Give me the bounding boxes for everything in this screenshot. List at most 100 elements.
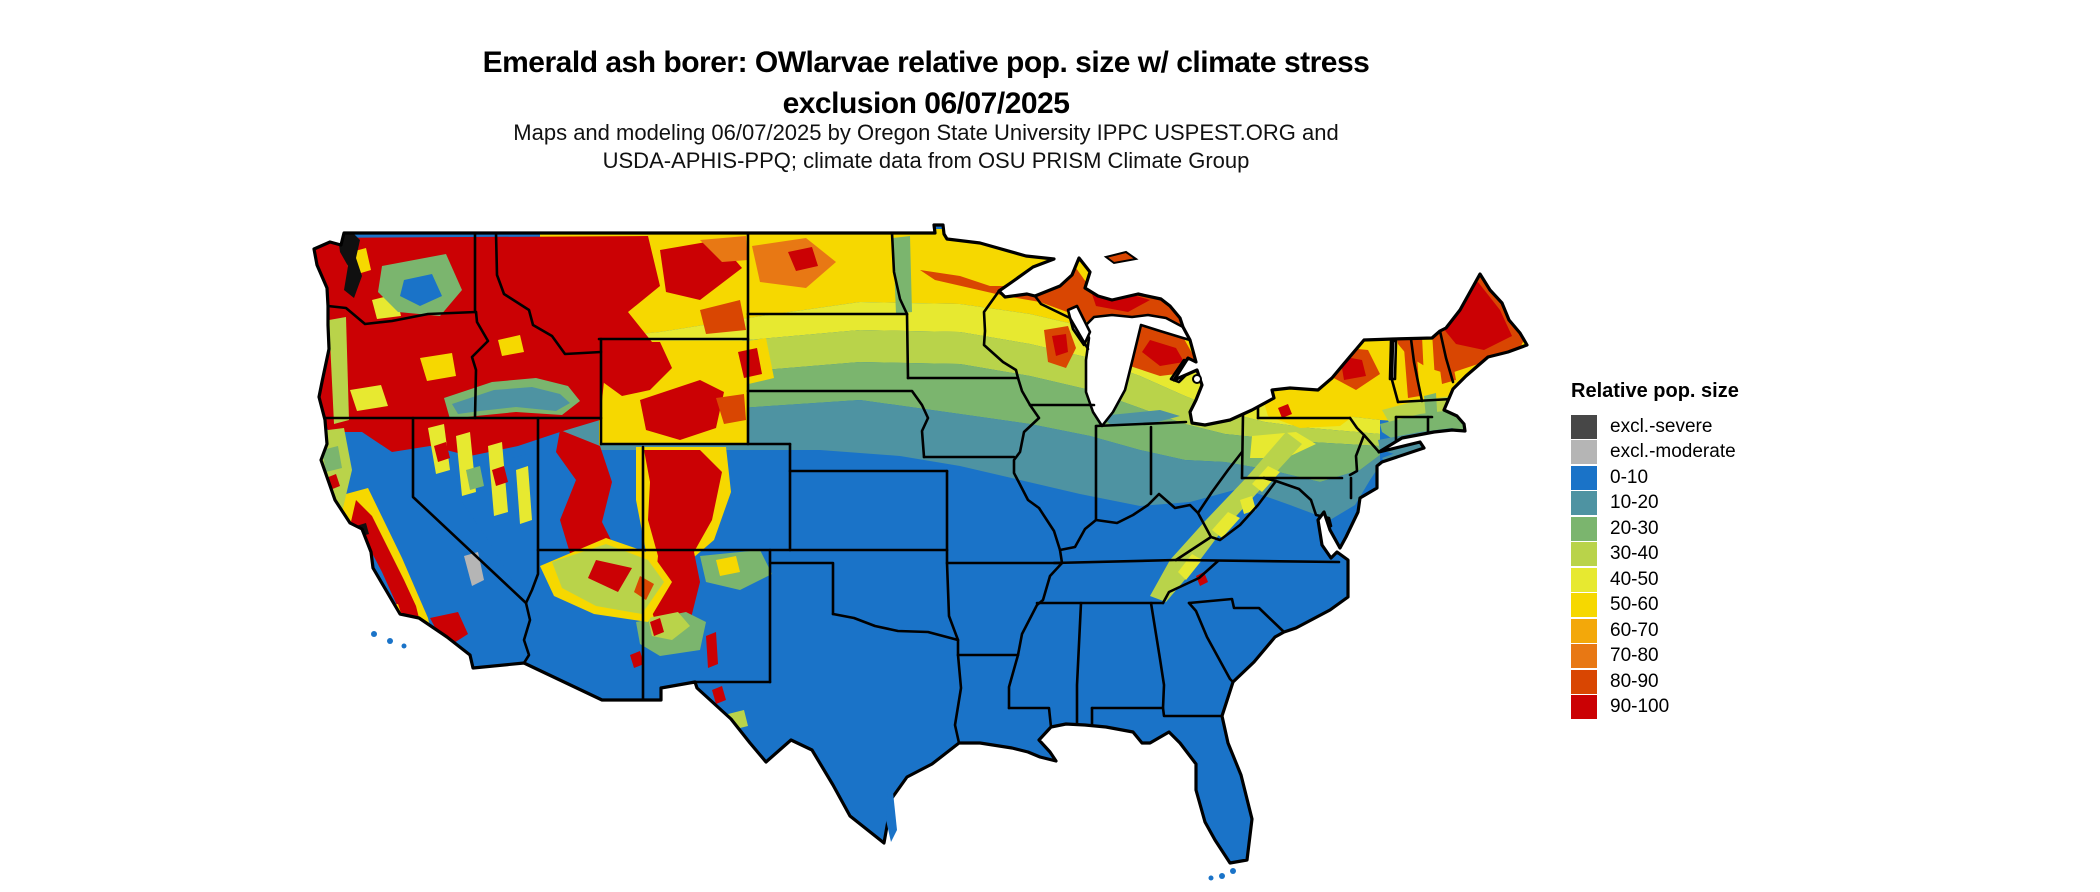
nv-green	[466, 466, 484, 490]
state-border-0	[326, 304, 478, 326]
state-border-53	[1209, 479, 1278, 542]
band-10-20	[560, 400, 1380, 520]
florida-key-1	[1230, 868, 1236, 874]
nv-red-1	[434, 442, 450, 462]
legend: Relative pop. size excl.-severe excl.-mod…	[1571, 380, 1739, 720]
state-border-57	[1438, 329, 1455, 384]
legend-label: 20-30	[1610, 517, 1659, 539]
driftless-red-core	[1052, 334, 1068, 356]
state-border-5	[524, 416, 540, 605]
mitten-south-teal	[1100, 410, 1180, 424]
state-border-35	[831, 612, 963, 745]
page-title: Emerald ash borer: OWlarvae relative pop…	[0, 42, 1852, 124]
florida-key-2	[1219, 873, 1225, 879]
nm-gold-1	[716, 556, 740, 576]
legend-label: excl.-moderate	[1610, 441, 1736, 463]
nv-rib-4	[516, 466, 532, 524]
state-border-61	[1362, 433, 1381, 454]
legend-swatch-excl.-severe	[1571, 414, 1597, 439]
legend-swatch-10-20	[1571, 491, 1597, 516]
legend-swatch-30-40	[1571, 542, 1597, 567]
state-border-39	[1161, 559, 1220, 605]
nd-badlands-red	[788, 247, 818, 271]
legend-row: 70-80	[1571, 644, 1739, 670]
nv-basin-blue	[455, 452, 538, 600]
state-border-45	[1090, 706, 1224, 718]
state-border-41	[1187, 597, 1286, 634]
nv-red-2	[492, 466, 508, 486]
channel-island-3	[401, 643, 407, 649]
legend-row: 80-90	[1571, 669, 1739, 695]
title-line-2: exclusion 06/07/2025	[782, 87, 1070, 121]
isle-royale	[1103, 250, 1139, 265]
ct-valley-gold	[1422, 332, 1436, 399]
mt-red-2	[700, 300, 746, 334]
green-bay	[1066, 304, 1092, 347]
or-yellow-1	[420, 353, 456, 381]
legend-label: excl.-severe	[1610, 415, 1713, 437]
legend-row: excl.-severe	[1571, 414, 1739, 440]
state-border-4	[411, 416, 532, 665]
sacramento-red	[706, 632, 718, 668]
legend-row: 10-20	[1571, 491, 1739, 517]
legend-label: 30-40	[1610, 543, 1659, 565]
state-border-28	[1094, 420, 1188, 428]
id-yellow	[498, 335, 524, 356]
co-rockies-red	[644, 450, 722, 646]
vt-red-rib	[1404, 344, 1420, 398]
state-border-29	[1033, 294, 1090, 351]
guadalupe-red	[712, 686, 726, 704]
socal-red-1	[430, 612, 468, 648]
legend-items: excl.-severe excl.-moderate 0-10 10-20 20-30…	[1571, 414, 1739, 720]
app-yellow-2	[1212, 512, 1240, 538]
state-border-19	[905, 312, 910, 380]
wv-yellow	[1240, 496, 1256, 514]
state-border-42	[1187, 601, 1235, 684]
wy-red-3	[716, 394, 746, 424]
channel-island-2	[387, 638, 393, 644]
wy-red-1	[600, 342, 672, 396]
puget-sound	[338, 232, 362, 298]
state-border-54	[1390, 337, 1400, 404]
band-40-50	[540, 302, 1380, 434]
legend-label: 70-80	[1610, 645, 1659, 667]
nm-red-dot	[650, 618, 664, 636]
subtitle-line-2: USDA-APHIS-PPQ; climate data from OSU PR…	[602, 148, 1250, 173]
mitten-red-core	[1142, 340, 1184, 366]
state-border-17	[945, 469, 960, 642]
legend-row: 30-40	[1571, 542, 1739, 568]
legend-label: 0-10	[1610, 466, 1649, 488]
legend-swatch-60-70	[1571, 618, 1597, 643]
legend-label: 10-20	[1610, 492, 1659, 514]
legend-label: 50-60	[1610, 594, 1659, 616]
blackhills-red	[738, 348, 762, 378]
legend-swatch-20-30	[1571, 516, 1597, 541]
legend-swatch-excl.-moderate	[1571, 440, 1597, 465]
socal-red-2	[398, 620, 422, 644]
state-border-51	[1348, 416, 1366, 477]
us-outline	[312, 223, 1529, 865]
state-border-18	[890, 231, 909, 316]
lake-michigan	[1083, 313, 1192, 428]
lake-stclair	[1192, 374, 1202, 384]
state-border-36	[1052, 558, 1178, 565]
az-red-1	[588, 560, 632, 592]
legend-label: 60-70	[1610, 619, 1659, 641]
legend-row: 90-100	[1571, 695, 1739, 721]
state-border-56	[1409, 337, 1424, 403]
newengland-green	[1380, 410, 1468, 440]
state-border-43	[1149, 601, 1166, 710]
state-border-34	[768, 561, 835, 616]
snake-plain-teal	[452, 387, 570, 414]
ca-coast-green	[322, 446, 342, 472]
state-border-2	[470, 310, 490, 420]
state-border-63	[494, 231, 603, 356]
title-line-1: Emerald ash borer: OWlarvae relative pop…	[482, 46, 1370, 80]
legend-title: Relative pop. size	[1571, 380, 1739, 402]
state-border-26	[1058, 450, 1244, 552]
app-red-dot	[1196, 572, 1208, 586]
land-layers	[314, 225, 1527, 863]
nm-red-dot2	[630, 651, 644, 668]
state-borders	[319, 231, 1455, 745]
